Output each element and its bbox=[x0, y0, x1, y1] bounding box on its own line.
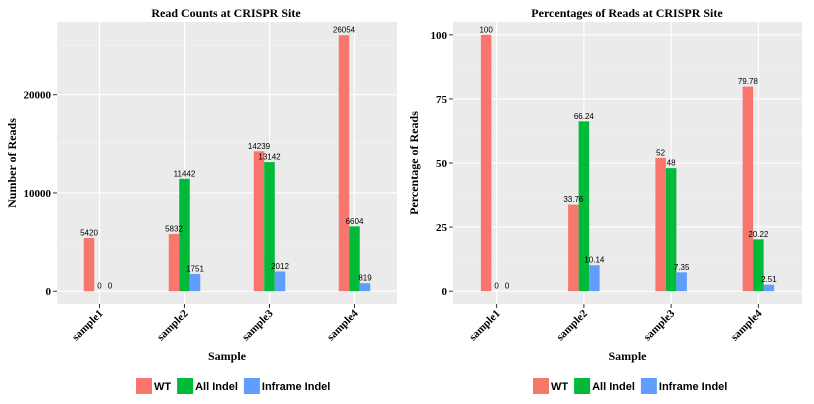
data-label: 10.14 bbox=[584, 256, 605, 265]
bar-inframe-indel-sample3 bbox=[274, 271, 286, 292]
bars-group bbox=[480, 34, 775, 292]
chart-title: Read Counts at CRISPR Site bbox=[151, 6, 301, 20]
x-axis-title: Sample bbox=[608, 349, 647, 363]
x-axis: sample1 sample2 sample3 sample4 bbox=[467, 304, 765, 343]
bar-wt-sample4 bbox=[338, 35, 350, 292]
bar-all-indel-sample2 bbox=[578, 121, 590, 292]
bar-inframe-indel-sample2 bbox=[189, 274, 201, 292]
x-tick-label: sample3 bbox=[240, 307, 276, 343]
legend-label: WT bbox=[154, 381, 171, 393]
bar-wt-sample3 bbox=[253, 151, 265, 292]
legend-swatch-inframe-indel bbox=[640, 378, 657, 394]
legend-label: WT bbox=[551, 381, 568, 393]
legend-label: All Indel bbox=[195, 381, 238, 393]
data-label: 0 bbox=[494, 282, 499, 291]
bar-wt-sample4 bbox=[742, 86, 754, 292]
data-label: 0 bbox=[97, 282, 102, 291]
bar-wt-sample1 bbox=[480, 34, 492, 292]
chart-title: Percentages of Reads at CRISPR Site bbox=[531, 6, 723, 20]
y-tick-label: 25 bbox=[436, 222, 448, 234]
data-label: 1751 bbox=[186, 265, 204, 274]
data-label: 819 bbox=[358, 274, 372, 283]
data-label: 2.51 bbox=[761, 275, 777, 284]
data-label: 13142 bbox=[258, 153, 281, 162]
bar-wt-sample1 bbox=[83, 237, 95, 292]
legend-label: All Indel bbox=[592, 381, 635, 393]
x-tick-label: sample3 bbox=[642, 307, 678, 343]
bar-all-indel-sample4 bbox=[349, 226, 360, 292]
data-label: 79.78 bbox=[738, 77, 759, 86]
data-label: 100 bbox=[479, 25, 493, 34]
bar-wt-sample2 bbox=[168, 233, 180, 292]
chart-read-counts: 5420 5832 14239 26054 0 11442 13142 6604 0 1751 20… bbox=[5, 6, 397, 363]
data-label: 11442 bbox=[174, 169, 196, 178]
data-label: 0 bbox=[505, 282, 510, 291]
legend-label: Inframe Indel bbox=[659, 381, 727, 393]
data-label: 52 bbox=[656, 148, 665, 157]
y-tick-label: 0 bbox=[46, 286, 52, 298]
legend-swatch-all-indel bbox=[177, 378, 194, 394]
legend-swatch-wt bbox=[533, 378, 549, 394]
bar-wt-sample3 bbox=[655, 157, 666, 292]
bar-all-indel-sample3 bbox=[264, 162, 275, 292]
legend-swatch-wt bbox=[136, 378, 152, 394]
data-label: 5420 bbox=[80, 228, 98, 237]
y-tick-label: 75 bbox=[436, 94, 448, 106]
legend-percentages: WT All Indel Inframe Indel bbox=[533, 378, 727, 394]
x-axis-title: Sample bbox=[208, 349, 247, 363]
x-tick-label: sample1 bbox=[70, 308, 106, 344]
y-tick-label: 0 bbox=[442, 286, 448, 298]
chart-percentages: 100 33.76 52 79.78 0 66.24 48 20.22 0 10.14 7.35 2.… bbox=[407, 6, 802, 363]
bar-inframe-indel-sample4 bbox=[763, 284, 775, 292]
x-tick-label: sample1 bbox=[467, 308, 503, 344]
y-axis: 0 25 50 75 100 bbox=[431, 30, 453, 298]
legend-swatch-all-indel bbox=[574, 378, 591, 394]
bar-inframe-indel-sample2 bbox=[589, 265, 600, 292]
data-label: 48 bbox=[667, 159, 676, 168]
x-tick-label: sample4 bbox=[729, 307, 765, 343]
bars-group bbox=[83, 35, 371, 292]
legend-read-counts: WT All Indel Inframe Indel bbox=[136, 378, 330, 394]
data-label: 2012 bbox=[271, 262, 289, 271]
y-axis-title: Percentage of Reads bbox=[407, 111, 421, 215]
bar-inframe-indel-sample3 bbox=[676, 272, 687, 292]
data-label: 7.35 bbox=[674, 263, 690, 272]
x-axis: sample1 sample2 sample3 sample4 bbox=[70, 304, 361, 343]
data-label: 6604 bbox=[346, 217, 364, 226]
data-labels-group: 100 33.76 52 79.78 0 66.24 48 20.22 0 10.14 7.35 2.… bbox=[479, 25, 777, 290]
data-label: 5832 bbox=[165, 224, 183, 233]
x-tick-label: sample4 bbox=[325, 307, 361, 343]
bar-all-indel-sample3 bbox=[665, 168, 677, 292]
bar-inframe-indel-sample4 bbox=[359, 283, 371, 292]
y-tick-label: 100 bbox=[431, 30, 448, 42]
y-tick-label: 10000 bbox=[24, 188, 52, 200]
y-tick-label: 50 bbox=[436, 158, 448, 170]
bar-all-indel-sample4 bbox=[753, 239, 764, 292]
data-label: 14239 bbox=[248, 142, 271, 151]
data-label: 0 bbox=[108, 282, 113, 291]
data-label: 66.24 bbox=[574, 112, 595, 121]
y-axis-title: Number of Reads bbox=[5, 118, 19, 208]
data-labels-group: 5420 5832 14239 26054 0 11442 13142 6604 0 1751 20… bbox=[80, 26, 372, 291]
legend-swatch-inframe-indel bbox=[243, 378, 260, 394]
data-label: 26054 bbox=[333, 26, 356, 35]
y-axis: 0 10000 20000 bbox=[24, 90, 57, 298]
legend-label: Inframe Indel bbox=[262, 381, 330, 393]
x-tick-label: sample2 bbox=[554, 307, 590, 343]
data-label: 20.22 bbox=[748, 230, 769, 239]
y-tick-label: 20000 bbox=[24, 90, 52, 102]
data-label: 33.76 bbox=[563, 195, 584, 204]
bar-all-indel-sample2 bbox=[179, 178, 190, 292]
bar-wt-sample2 bbox=[568, 204, 579, 292]
x-tick-label: sample2 bbox=[155, 307, 191, 343]
